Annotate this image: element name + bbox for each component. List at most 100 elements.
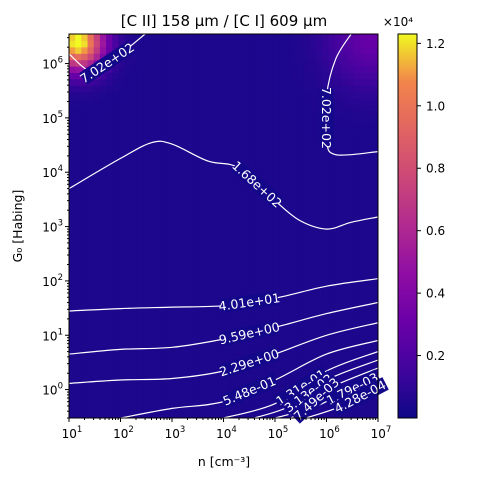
heatmap-cell <box>365 360 373 368</box>
heatmap-cell <box>186 136 194 144</box>
heatmap-cell <box>303 72 311 80</box>
heatmap-cell <box>266 117 274 125</box>
heatmap-cell <box>347 206 354 214</box>
heatmap-cell <box>359 168 367 176</box>
heatmap-cell <box>143 283 150 291</box>
heatmap-cell <box>87 322 95 329</box>
heatmap-cell <box>161 405 169 413</box>
heatmap-cell <box>186 206 194 214</box>
heatmap-cell <box>297 347 305 355</box>
heatmap-cell <box>161 245 169 253</box>
heatmap-cell <box>353 238 361 246</box>
heatmap-cell <box>353 174 361 182</box>
heatmap-cell <box>248 78 255 86</box>
heatmap-cell <box>112 341 120 349</box>
heatmap-cell <box>365 98 373 105</box>
heatmap-cell <box>371 405 378 413</box>
heatmap-cell <box>124 411 132 418</box>
heatmap-cell <box>211 251 218 259</box>
heatmap-cell <box>112 334 120 342</box>
heatmap-cell <box>303 258 311 265</box>
heatmap-cell <box>155 117 163 125</box>
heatmap-cell <box>155 360 163 368</box>
heatmap-cell <box>328 283 336 291</box>
heatmap-cell <box>242 59 249 67</box>
heatmap-cell <box>328 232 336 240</box>
heatmap-cell <box>229 354 237 361</box>
heatmap-cell <box>334 85 342 93</box>
heatmap-cell <box>130 117 138 125</box>
heatmap-cell <box>297 373 305 381</box>
heatmap-cell <box>106 72 113 80</box>
heatmap-cell <box>87 46 95 54</box>
heatmap-cell <box>291 334 299 342</box>
heatmap-cell <box>149 392 157 400</box>
heatmap-cell <box>69 270 76 278</box>
heatmap-cell <box>192 104 200 112</box>
heatmap-cell <box>279 405 286 413</box>
heatmap-cell <box>297 258 305 265</box>
heatmap-cell <box>69 354 76 361</box>
heatmap-cell <box>161 251 169 259</box>
heatmap-cell <box>347 290 354 297</box>
heatmap-cell <box>254 72 262 80</box>
heatmap-cell <box>155 155 163 163</box>
heatmap-cell <box>272 315 280 323</box>
heatmap-cell <box>124 398 132 406</box>
heatmap-cell <box>365 328 373 336</box>
contour-label-backing <box>79 41 135 85</box>
heatmap-cell <box>99 149 107 157</box>
heatmap-cell <box>69 405 76 413</box>
heatmap-cell <box>155 149 163 157</box>
heatmap-cell <box>223 162 231 169</box>
heatmap-cell <box>365 72 373 80</box>
heatmap-cell <box>279 213 286 221</box>
heatmap-cell <box>118 98 126 105</box>
heatmap-cell <box>242 341 249 349</box>
heatmap-cell <box>106 283 113 291</box>
heatmap-cell <box>340 366 348 374</box>
heatmap-cell <box>316 360 323 368</box>
heatmap-cell <box>99 187 107 195</box>
heatmap-cell <box>254 398 262 406</box>
heatmap-cell <box>297 251 305 259</box>
heatmap-cell <box>297 155 305 163</box>
heatmap-cell <box>328 270 336 278</box>
heatmap-cell <box>211 398 218 406</box>
heatmap-cell <box>229 226 237 233</box>
heatmap-cell <box>155 104 163 112</box>
heatmap-cell <box>136 251 144 259</box>
heatmap-cell <box>340 123 348 131</box>
heatmap-cell <box>279 72 286 80</box>
heatmap-cell <box>167 110 175 118</box>
heatmap-cell <box>353 40 361 48</box>
heatmap-cell <box>371 302 378 310</box>
heatmap-cell <box>359 85 367 93</box>
heatmap-cell <box>81 270 89 278</box>
heatmap-cell <box>217 136 225 144</box>
heatmap-cell <box>87 258 95 265</box>
heatmap-cell <box>192 277 200 285</box>
heatmap-cell <box>180 328 188 336</box>
heatmap-cell <box>204 123 212 131</box>
heatmap-cell <box>223 264 231 272</box>
heatmap-cell <box>328 405 336 413</box>
heatmap-cell <box>192 168 200 176</box>
heatmap-cell <box>254 341 262 349</box>
heatmap-cell <box>204 142 212 150</box>
heatmap-cell <box>99 334 107 342</box>
heatmap-cell <box>136 392 144 400</box>
heatmap-cell <box>303 232 311 240</box>
heatmap-cell <box>136 341 144 349</box>
heatmap-cell <box>149 78 157 86</box>
heatmap-cell <box>198 366 206 374</box>
heatmap-cell <box>291 232 299 240</box>
heatmap-cell <box>272 117 280 125</box>
heatmap-cell <box>149 219 157 227</box>
heatmap-cell <box>248 277 255 285</box>
heatmap-cell <box>130 142 138 150</box>
heatmap-cell <box>340 258 348 265</box>
heatmap-cell <box>365 162 373 169</box>
heatmap-cell <box>365 46 373 54</box>
heatmap-cell <box>112 277 120 285</box>
